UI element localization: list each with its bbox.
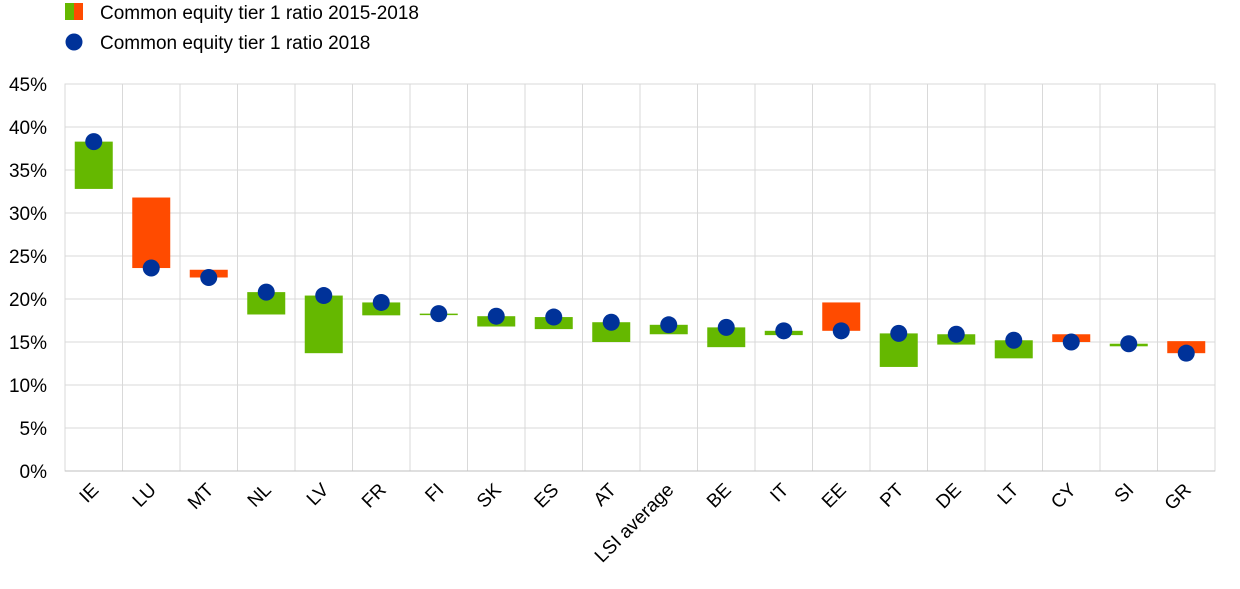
x-tick-label: MT	[184, 479, 219, 514]
x-tick-label: PT	[876, 479, 908, 511]
x-tick-label: SK	[473, 479, 506, 512]
x-tick-label: LU	[129, 480, 161, 512]
point-fr	[372, 293, 390, 311]
x-tick-label: FR	[358, 480, 391, 513]
y-tick-label: 25%	[9, 247, 47, 268]
legend-range-icon	[65, 3, 83, 20]
point-be	[717, 318, 735, 336]
legend-point-label: Common equity tier 1 ratio 2018	[100, 33, 370, 54]
x-tick-label: EE	[818, 480, 851, 513]
points	[85, 133, 1195, 362]
y-tick-label: 10%	[9, 376, 47, 397]
point-at	[602, 313, 620, 331]
x-tick-label: AT	[590, 479, 621, 510]
point-lu	[142, 259, 160, 277]
legend-range-label: Common equity tier 1 ratio 2015-2018	[100, 3, 419, 24]
range-bar-nl	[247, 292, 286, 315]
y-tick-label: 35%	[9, 161, 47, 182]
point-pt	[890, 324, 908, 342]
range-bar-lu	[132, 197, 171, 269]
y-tick-label: 40%	[9, 118, 47, 139]
x-tick-label: CY	[1047, 479, 1081, 513]
point-cy	[1062, 333, 1080, 351]
y-tick-label: 15%	[9, 333, 47, 354]
point-it	[775, 322, 793, 340]
point-sk	[487, 307, 505, 325]
point-lsi-average	[660, 316, 678, 334]
range-bar-lt	[994, 340, 1033, 359]
x-tick-label: FI	[421, 480, 448, 507]
range-bar-lv	[304, 295, 343, 354]
gridlines	[65, 83, 1215, 472]
y-tick-label: 30%	[9, 204, 47, 225]
y-tick-label: 20%	[9, 290, 47, 311]
point-es	[545, 308, 563, 326]
range-bar-at	[592, 322, 631, 342]
point-mt	[200, 269, 218, 286]
legend: Common equity tier 1 ratio 2015-2018 Com…	[65, 3, 419, 54]
x-tick-label: ES	[531, 480, 564, 513]
point-nl	[257, 283, 275, 301]
point-fi	[430, 305, 448, 323]
x-tick-label: LT	[994, 479, 1024, 509]
x-tick-label: LV	[303, 479, 334, 510]
y-tick-label: 5%	[20, 419, 48, 440]
point-si	[1120, 335, 1138, 353]
y-axis: 0% 5% 10% 15% 20% 25% 30% 35% 40% 45%	[9, 75, 47, 483]
x-tick-label: SI	[1111, 480, 1139, 508]
point-lv	[315, 287, 333, 305]
x-tick-label: GR	[1161, 480, 1196, 515]
point-de	[947, 325, 965, 343]
point-lt	[1005, 331, 1023, 349]
y-tick-label: 0%	[20, 462, 48, 483]
range-bar-be	[707, 327, 746, 348]
x-tick-label: BE	[703, 480, 736, 513]
point-gr	[1177, 344, 1195, 362]
y-tick-label: 45%	[9, 75, 47, 96]
legend-point-icon	[65, 33, 83, 51]
x-tick-label: NL	[244, 480, 276, 512]
point-ie	[85, 133, 103, 151]
x-tick-label: DE	[932, 480, 966, 514]
x-tick-label: IT	[766, 479, 793, 506]
x-tick-label: IE	[76, 480, 104, 508]
point-ee	[832, 322, 850, 340]
